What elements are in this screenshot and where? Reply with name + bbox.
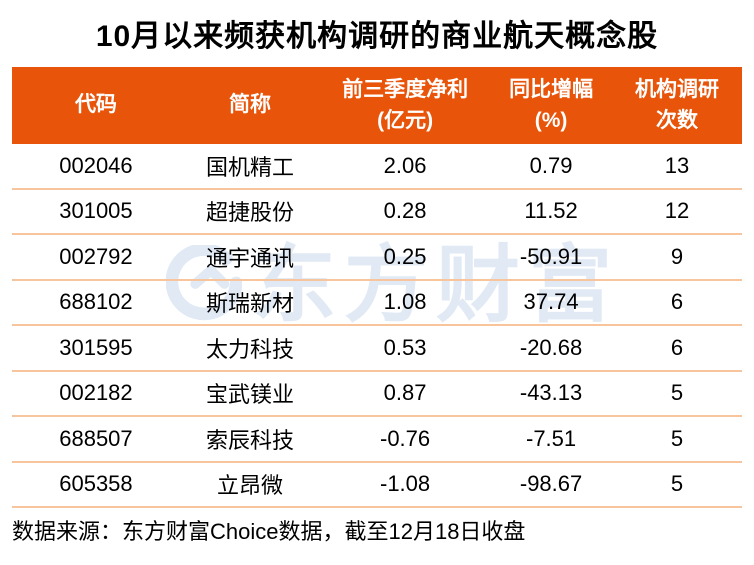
table-row: 605358 立昂微 -1.08 -98.67 5 — [12, 463, 742, 508]
stock-name: 斯瑞新材 — [205, 291, 294, 317]
yoy-change: -20.68 — [519, 334, 583, 360]
table-row: 301595 太力科技 0.53 -20.68 6 — [12, 326, 742, 372]
source-note: 数据来源：东方财富Choice数据，截至12月18日收盘 — [12, 519, 526, 544]
research-count: 13 — [664, 152, 690, 178]
stock-name: 通宇通讯 — [205, 245, 294, 271]
stock-name: 索辰科技 — [205, 427, 294, 453]
table-row: 002046 国机精工 2.06 0.79 13 — [12, 144, 742, 190]
research-count: 6 — [670, 289, 684, 315]
net-profit: -0.76 — [380, 425, 431, 451]
stock-name: 超捷股份 — [205, 200, 294, 226]
page-title: 10月以来频获机构调研的商业航天概念股 — [95, 20, 659, 53]
yoy-change: -7.51 — [526, 425, 577, 451]
stock-code: 688507 — [59, 425, 133, 451]
net-profit: 2.06 — [383, 152, 427, 178]
stock-name: 太力科技 — [205, 336, 294, 362]
table-row: 301005 超捷股份 0.28 11.52 12 — [12, 190, 742, 235]
yoy-change: -43.13 — [519, 380, 583, 406]
col-header-net-profit-line2: (亿元) — [377, 108, 434, 132]
col-header-research-count: 机构调研 次数 — [612, 67, 742, 144]
research-count: 5 — [670, 471, 684, 497]
yoy-change: 0.79 — [529, 152, 573, 178]
net-profit: 1.08 — [383, 289, 427, 315]
col-header-net-profit-line1: 前三季度净利 — [342, 78, 469, 102]
net-profit: 0.28 — [383, 198, 427, 224]
stock-code: 301005 — [59, 198, 133, 224]
col-header-net-profit: 前三季度净利 (亿元) — [320, 67, 490, 144]
table-header: 代码 简称 前三季度净利 (亿元) 同比增幅 (%) 机构调研 次数 — [12, 67, 742, 144]
col-header-research-count-line2: 次数 — [656, 108, 698, 132]
col-header-yoy-line1: 同比增幅 — [509, 78, 594, 102]
stock-code: 301595 — [59, 334, 133, 360]
research-count: 5 — [670, 380, 684, 406]
yoy-change: -98.67 — [519, 471, 583, 497]
table-row: 002182 宝武镁业 0.87 -43.13 5 — [12, 372, 742, 417]
research-count: 6 — [670, 334, 684, 360]
research-count: 12 — [664, 198, 690, 224]
table-body: 002046 国机精工 2.06 0.79 13 301005 超捷股份 0.2… — [12, 144, 742, 508]
net-profit: 0.25 — [383, 243, 427, 269]
stock-code: 002792 — [59, 243, 133, 269]
col-header-name-line1: 简称 — [228, 93, 271, 117]
stock-name: 立昂微 — [216, 473, 283, 499]
table-row: 002792 通宇通讯 0.25 -50.91 9 — [12, 235, 742, 281]
col-header-code: 代码 — [12, 67, 180, 144]
net-profit: 0.53 — [383, 334, 427, 360]
table-row: 688102 斯瑞新材 1.08 37.74 6 — [12, 281, 742, 326]
col-header-code-line1: 代码 — [74, 93, 117, 117]
research-count: 5 — [670, 425, 684, 451]
col-header-research-count-line1: 机构调研 — [635, 78, 719, 102]
stock-name: 宝武镁业 — [205, 382, 294, 408]
yoy-change: -50.91 — [519, 243, 583, 269]
net-profit: 0.87 — [383, 380, 427, 406]
yoy-change: 37.74 — [523, 289, 579, 315]
table-row: 688507 索辰科技 -0.76 -7.51 5 — [12, 417, 742, 463]
stock-name: 国机精工 — [205, 154, 294, 180]
stock-code: 605358 — [59, 471, 133, 497]
stock-code: 688102 — [59, 289, 133, 315]
yoy-change: 11.52 — [524, 198, 578, 224]
col-header-name: 简称 — [180, 67, 320, 144]
col-header-yoy: 同比增幅 (%) — [490, 67, 612, 144]
research-count: 9 — [670, 243, 684, 269]
net-profit: -1.08 — [380, 471, 431, 497]
stock-code: 002182 — [59, 380, 133, 406]
col-header-yoy-line2: (%) — [534, 108, 568, 132]
stock-code: 002046 — [59, 152, 133, 178]
